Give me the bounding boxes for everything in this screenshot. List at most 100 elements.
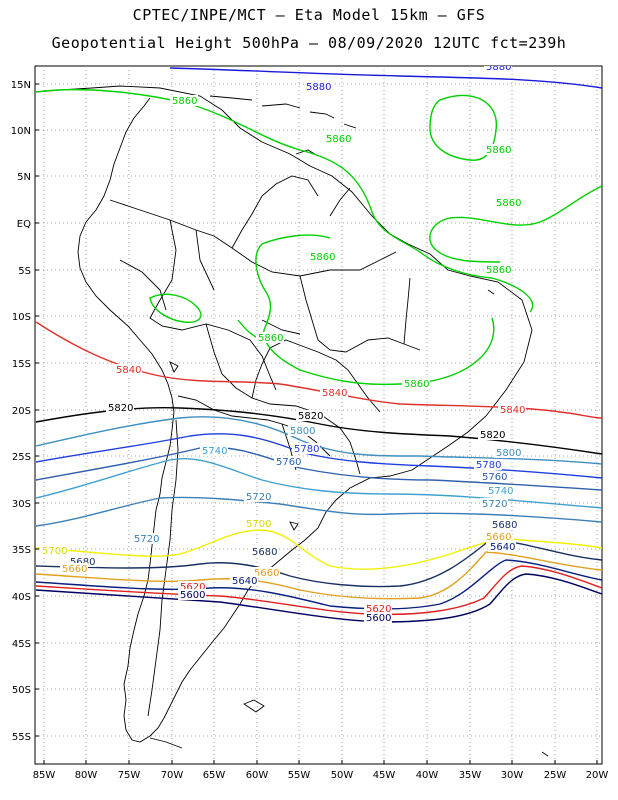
lon-tick-label: 80W [75,770,98,781]
contour-label: 5800 [496,448,521,459]
contour-labels: 5880 5880 5860 5860 5860 5860 5860 5860 5860 5860… [40,62,526,624]
contour-label: 5620 [366,604,391,615]
contour-label-bg [288,425,316,436]
contour-label: 5700 [246,519,271,530]
lon-tick-label: 65W [203,770,226,781]
contour-label-bg [256,332,284,343]
contour-label: 5840 [116,365,141,376]
map-subtitle: Geopotential Height 500hPa – 08/09/2020 … [51,34,567,52]
contour-5860 [429,94,497,161]
contour-label: 5880 [306,82,331,93]
contour-label: 5840 [500,405,525,416]
contour-label-bg [402,378,430,389]
contour-label: 5860 [326,134,351,145]
contour-label: 5860 [258,333,283,344]
latitude-labels: 15N 10N 5N EQ 5S 10S 15S 20S 25S 30S 35S 40S 45S 50S 5… [11,80,39,743]
lon-tick-label: 35W [459,770,482,781]
lat-tick-label: EQ [17,219,31,230]
contour-label-bg [324,133,352,144]
contour-label-bg [488,541,516,552]
contour-label-bg [252,567,280,578]
longitude-labels: 85W 80W 75W 70W 65W 60W 55W 50W 45W 40W 35W 30W 25W 2… [33,760,609,781]
lon-tick-label: 55W [288,770,311,781]
lat-tick-label: 40S [12,592,31,603]
contour-label-bg [132,533,160,544]
contour-label-bg [364,603,392,614]
contour-label: 5780 [294,444,319,455]
map-title: CPTEC/INPE/MCT – Eta Model 15km – GFS [132,6,486,24]
contour-label-bg [494,447,522,458]
contour-5740 [35,458,602,509]
contour-label: 5660 [254,568,279,579]
contour-5860 [149,293,202,323]
lat-tick-label: 15S [12,359,31,370]
contour-label-bg [170,95,198,106]
contour-label: 5660 [486,532,511,543]
lon-tick-label: 50W [331,770,354,781]
contour-label: 5860 [486,265,511,276]
contour-label: 5600 [180,590,205,601]
lat-tick-label: 45S [12,639,31,650]
contour-label-bg [244,491,272,502]
lon-tick-label: 60W [246,770,269,781]
contour-label-bg [364,612,392,623]
contour-label: 5740 [488,486,513,497]
contour-label-bg [484,531,512,542]
contour-label: 5840 [322,388,347,399]
lat-tick-label: 5N [17,172,31,183]
contour-5720 [35,496,602,527]
lon-tick-label: 20W [586,770,609,781]
contour-label-bg [250,546,278,557]
contour-label: 5780 [476,460,501,471]
lat-tick-label: 25S [12,452,31,463]
contour-label: 5680 [492,520,517,531]
lon-tick-label: 25W [544,770,567,781]
contour-label: 5860 [310,252,335,263]
contour-label-bg [274,456,302,467]
contour-label-bg [484,144,512,155]
contour-label: 5860 [172,96,197,107]
contour-label: 5640 [490,542,515,553]
contour-label-bg [230,575,258,586]
contour-label: 5880 [486,62,511,73]
contour-label: 5860 [496,198,521,209]
contour-label-bg [480,498,508,509]
contour-label-bg [480,471,508,482]
contour-label-bg [114,364,142,375]
contour-label-bg [40,545,68,556]
contour-5640 [35,559,602,610]
contour-label-bg [296,410,324,421]
contour-5660 [35,551,602,600]
lat-tick-label: 15N [11,80,31,91]
lat-tick-label: 30S [12,499,31,510]
contour-label: 5820 [298,411,323,422]
contour-label-bg [200,445,228,456]
contour-5760 [35,446,602,491]
contour-label: 5820 [108,403,133,414]
contour-label: 5820 [480,430,505,441]
contour-5880 [169,67,602,89]
contour-label: 5680 [252,547,277,558]
lat-tick-label: 10S [12,312,31,323]
contour-label-bg [178,581,206,592]
contour-label: 5860 [404,379,429,390]
contour-label-bg [498,404,526,415]
contour-label-bg [490,519,518,530]
contour-5700 [35,529,602,570]
contour-label-bg [68,556,96,567]
lon-tick-label: 75W [118,770,141,781]
contour-label: 5620 [180,582,205,593]
contour-label-bg [494,197,522,208]
contour-label-bg [486,485,514,496]
contour-label: 5720 [134,534,159,545]
contour-label-bg [308,251,336,262]
contour-5860 [255,234,495,386]
lat-tick-label: 20S [12,406,31,417]
lon-tick-label: 70W [161,770,184,781]
contour-label-bg [106,402,134,413]
lat-tick-label: 10N [11,126,31,137]
contour-label: 5720 [246,492,271,503]
contour-label-bg [292,443,320,454]
contour-label: 5860 [486,145,511,156]
